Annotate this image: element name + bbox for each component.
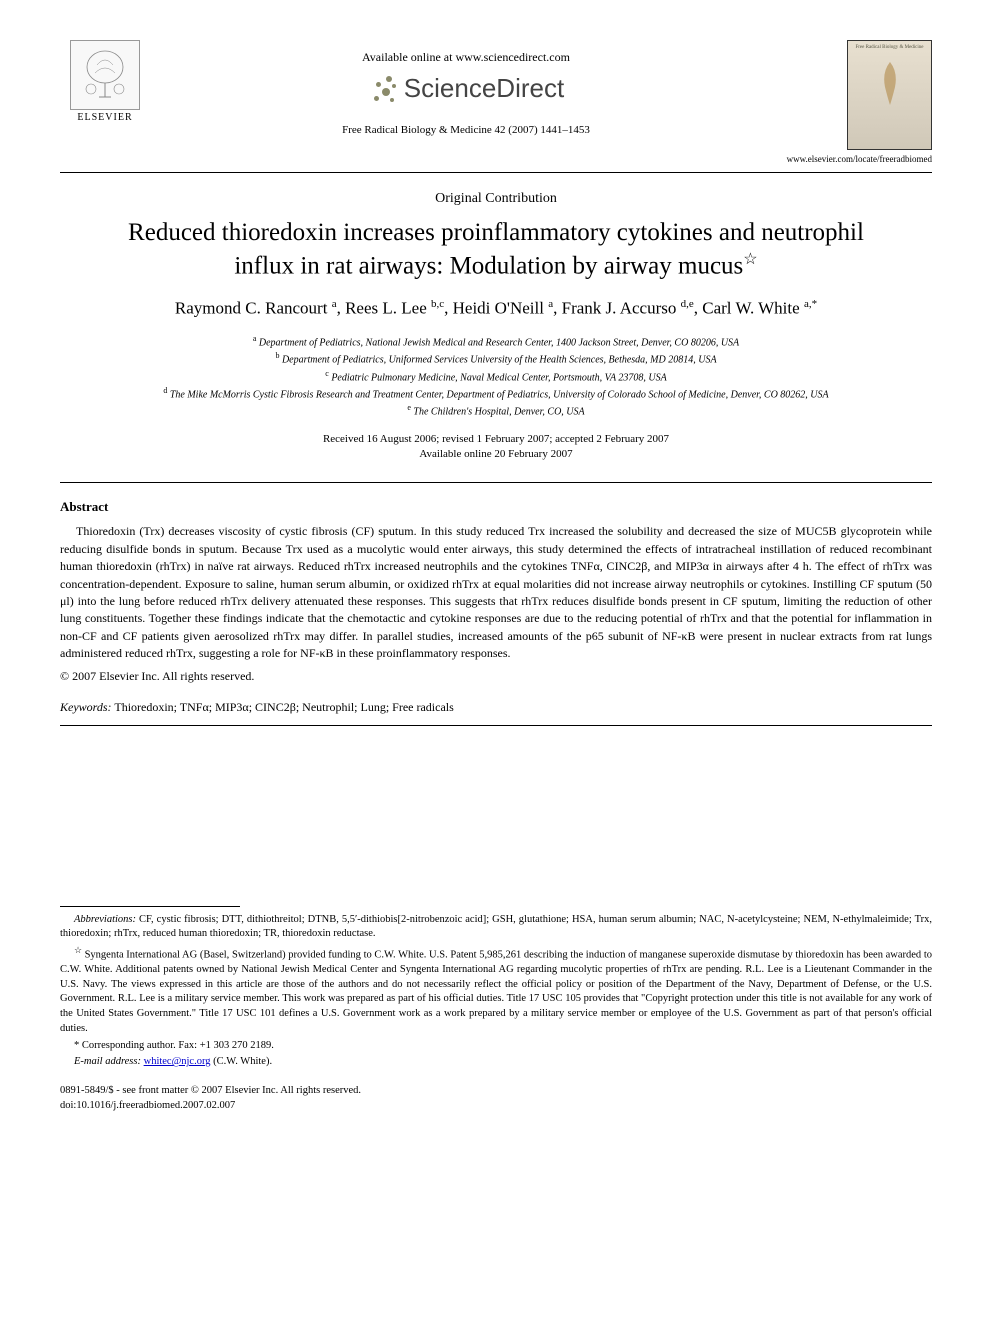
title-line-2: influx in rat airways: Modulation by air… [234, 252, 743, 279]
article-type: Original Contribution [60, 191, 932, 207]
abbreviations-footnote: Abbreviations: CF, cystic fibrosis; DTT,… [60, 913, 932, 942]
email-label: E-mail address: [74, 1056, 141, 1067]
abstract-body: Thioredoxin (Trx) decreases viscosity of… [60, 523, 932, 662]
journal-cover-thumbnail: Free Radical Biology & Medicine [847, 40, 932, 150]
keywords-text: Thioredoxin; TNFα; MIP3α; CINC2β; Neutro… [114, 700, 453, 714]
keywords-label: Keywords: [60, 700, 112, 714]
corresponding-footnote: * Corresponding author. Fax: +1 303 270 … [60, 1039, 932, 1054]
affiliation-item: d The Mike McMorris Cystic Fibrosis Rese… [60, 385, 932, 402]
publisher-logo: ELSEVIER [60, 40, 150, 123]
funding-text: Syngenta International AG (Basel, Switze… [60, 949, 932, 1033]
affiliation-item: b Department of Pediatrics, Uniformed Se… [60, 350, 932, 367]
corresponding-text: Corresponding author. Fax: +1 303 270 21… [82, 1040, 274, 1051]
available-online-text: Available online at www.sciencedirect.co… [150, 50, 782, 65]
affiliations-list: a Department of Pediatrics, National Jew… [60, 333, 932, 420]
title-footnote-marker: ☆ [743, 251, 757, 268]
right-header: Free Radical Biology & Medicine www.else… [782, 40, 932, 164]
title-line-1: Reduced thioredoxin increases proinflamm… [128, 219, 864, 246]
article-title: Reduced thioredoxin increases proinflamm… [80, 217, 912, 282]
post-keywords-rule [60, 725, 932, 726]
sciencedirect-icon [368, 74, 398, 104]
abstract-copyright: © 2007 Elsevier Inc. All rights reserved… [60, 669, 932, 684]
authors-list: Raymond C. Rancourt a, Rees L. Lee b,c, … [60, 298, 932, 319]
center-header: Available online at www.sciencedirect.co… [150, 40, 782, 136]
header-rule [60, 172, 932, 173]
front-matter-line: 0891-5849/$ - see front matter © 2007 El… [60, 1084, 932, 1113]
page-header: ELSEVIER Available online at www.science… [60, 40, 932, 164]
abstract-heading: Abstract [60, 499, 932, 515]
pre-abstract-rule [60, 482, 932, 483]
journal-reference: Free Radical Biology & Medicine 42 (2007… [150, 124, 782, 136]
doi-text: doi:10.1016/j.freeradbiomed.2007.02.007 [60, 1100, 235, 1111]
funding-footnote: ☆ Syngenta International AG (Basel, Swit… [60, 944, 932, 1037]
footnote-rule [60, 906, 240, 907]
available-online-date: Available online 20 February 2007 [419, 448, 572, 460]
abstract-text: Thioredoxin (Trx) decreases viscosity of… [60, 523, 932, 662]
received-revised-accepted: Received 16 August 2006; revised 1 Febru… [323, 433, 669, 445]
footnotes-block: Abbreviations: CF, cystic fibrosis; DTT,… [60, 913, 932, 1070]
affiliation-item: a Department of Pediatrics, National Jew… [60, 333, 932, 350]
publisher-name: ELSEVIER [77, 112, 132, 123]
email-suffix: (C.W. White). [213, 1056, 272, 1067]
affiliation-item: c Pediatric Pulmonary Medicine, Naval Me… [60, 368, 932, 385]
journal-url: www.elsevier.com/locate/freeradbiomed [782, 154, 932, 164]
email-footnote: E-mail address: whitec@njc.org (C.W. Whi… [60, 1055, 932, 1070]
article-dates: Received 16 August 2006; revised 1 Febru… [60, 432, 932, 463]
sciencedirect-text: ScienceDirect [404, 73, 564, 104]
front-matter-text: 0891-5849/$ - see front matter © 2007 El… [60, 1085, 361, 1096]
affiliation-item: e The Children's Hospital, Denver, CO, U… [60, 402, 932, 419]
email-link[interactable]: whitec@njc.org [144, 1056, 211, 1067]
keywords-line: Keywords: Thioredoxin; TNFα; MIP3α; CINC… [60, 700, 932, 715]
abbreviations-text: CF, cystic fibrosis; DTT, dithiothreitol… [60, 914, 932, 940]
elsevier-tree-icon [70, 40, 140, 110]
abbreviations-label: Abbreviations: [74, 914, 136, 925]
cover-title: Free Radical Biology & Medicine [855, 45, 923, 51]
corresponding-marker: * [74, 1040, 79, 1051]
funding-marker: ☆ [74, 945, 82, 955]
sciencedirect-brand: ScienceDirect [150, 73, 782, 104]
